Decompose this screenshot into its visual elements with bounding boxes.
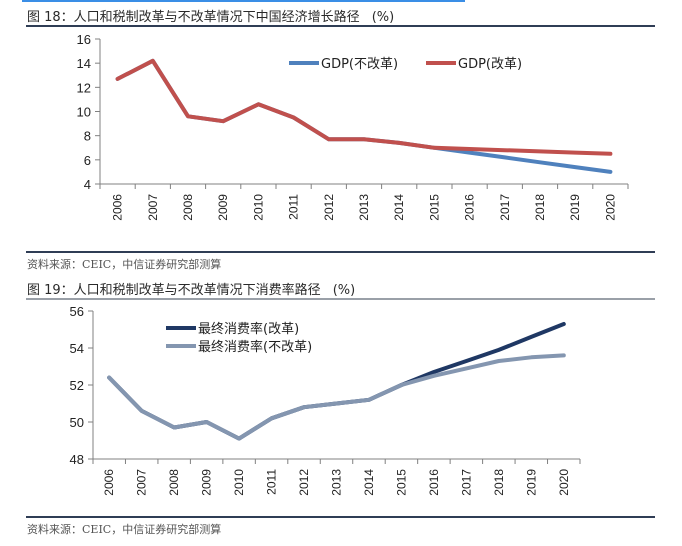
- x-tick-label: 2018: [533, 194, 547, 221]
- x-tick-label: 2012: [322, 194, 336, 221]
- legend-label: 最终消费率(改革): [198, 321, 299, 337]
- x-tick-label: 2016: [463, 194, 477, 221]
- figure-19-source: 资料来源：CEIC，中信证券研究部测算: [27, 523, 222, 536]
- x-tick-label: 2017: [459, 469, 473, 496]
- y-tick-label: 12: [77, 80, 91, 95]
- y-tick-label: 16: [77, 32, 91, 47]
- x-tick-label: 2016: [427, 469, 441, 496]
- x-tick-label: 2015: [427, 194, 441, 221]
- legend-label: 最终消费率(不改革): [198, 339, 312, 355]
- y-tick-label: 52: [70, 378, 84, 393]
- x-tick-label: 2014: [392, 194, 406, 221]
- legend-label: GDP(不改革): [321, 57, 398, 72]
- x-tick-label: 2006: [111, 194, 125, 221]
- y-tick-label: 4: [84, 177, 91, 192]
- x-tick-label: 2018: [492, 469, 506, 496]
- y-tick-label: 8: [84, 129, 91, 144]
- x-tick-label: 2010: [232, 469, 246, 496]
- x-tick-label: 2014: [362, 469, 376, 496]
- x-tick-label: 2019: [524, 469, 538, 496]
- x-tick-label: 2009: [216, 194, 230, 221]
- figure-18-unit: (%): [371, 10, 395, 25]
- figure-19-bottom-rule: [26, 516, 655, 518]
- y-tick-label: 48: [70, 452, 84, 467]
- series-line: [107, 353, 566, 441]
- y-tick-label: 50: [70, 415, 84, 430]
- y-tick-label: 56: [70, 304, 84, 319]
- figure-19-title: 图 19：人口和税制改革与不改革情况下消费率路径 (%): [27, 279, 355, 298]
- figure-18-title: 图 18：人口和税制改革与不改革情况下中国经济增长路径 (%): [27, 6, 394, 25]
- top-accent-bar: [22, 0, 465, 2]
- x-tick-label: 2011: [265, 469, 279, 495]
- figure-19-title-rule: [26, 298, 655, 300]
- y-tick-label: 10: [77, 105, 91, 120]
- x-tick-label: 2013: [357, 194, 371, 221]
- x-tick-label: 2006: [102, 469, 116, 496]
- y-tick-label: 14: [77, 56, 91, 71]
- y-tick-label: 54: [70, 341, 84, 356]
- x-tick-label: 2017: [498, 194, 512, 221]
- x-tick-label: 2020: [557, 469, 571, 496]
- figure-19-unit: (%): [332, 283, 356, 298]
- legend-label: GDP(改革): [458, 57, 522, 72]
- figure-19-title-text: 图 19：人口和税制改革与不改革情况下消费率路径: [27, 283, 321, 298]
- figure-18-source: 资料来源：CEIC，中信证券研究部测算: [27, 258, 222, 271]
- x-tick-label: 2019: [568, 194, 582, 221]
- x-tick-label: 2015: [394, 469, 408, 496]
- x-tick-label: 2010: [251, 194, 265, 221]
- x-tick-label: 2008: [167, 469, 181, 496]
- x-tick-label: 2020: [603, 194, 617, 221]
- figure-18-title-rule: [26, 25, 655, 27]
- x-tick-label: 2008: [181, 194, 195, 221]
- x-tick-label: 2007: [146, 194, 160, 221]
- x-tick-label: 2011: [287, 194, 301, 220]
- x-tick-label: 2012: [297, 469, 311, 496]
- x-tick-label: 2009: [200, 469, 214, 496]
- x-tick-label: 2007: [135, 469, 149, 496]
- figure-18-title-text: 图 18：人口和税制改革与不改革情况下中国经济增长路径: [27, 10, 360, 25]
- y-tick-label: 6: [84, 153, 91, 168]
- figure-18-bottom-rule: [26, 251, 655, 253]
- x-tick-label: 2013: [330, 469, 344, 496]
- series-line: [107, 322, 566, 441]
